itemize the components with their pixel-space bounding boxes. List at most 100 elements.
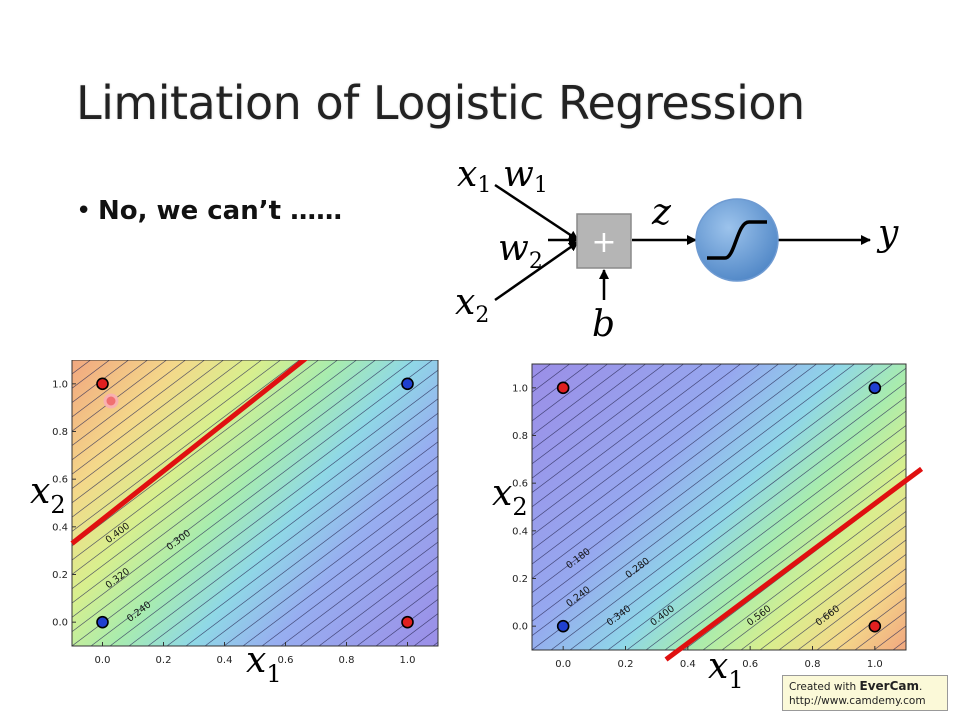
contour-plot-left: 0.0 0.2 0.4 0.6 0.8 1.00.00.20.40.60.81.0 0.4… [0,360,480,688]
contour-line [128,412,438,646]
contour-line [109,398,438,646]
contour-line [72,360,320,547]
contour-line [166,441,438,646]
data-point [96,377,109,391]
contour-line [204,469,438,646]
plot-right-ylabel: x2 [492,473,528,521]
contour-line [797,568,906,650]
decision-boundary [664,466,924,662]
evercam-watermark: Created with EverCam. http://www.camdemy… [782,675,948,711]
contour-line [532,364,856,608]
y-tick-label: 0.8 [52,427,68,438]
contour-line [532,364,894,637]
data-point [556,619,570,633]
label-x2: x2 [455,282,489,328]
x-tick-label: 0.8 [339,655,355,666]
x-tick-label: 0.2 [156,655,172,666]
contour-line [0,360,18,646]
contour-line [740,525,906,650]
contour-line [532,364,742,522]
contour-line [721,510,906,650]
label-b: b [592,304,615,345]
contour-line [532,364,780,551]
label-w1: w1 [503,154,548,198]
y-tick-label: 0.6 [512,479,528,490]
contour-line [532,364,723,508]
label-z: z [651,192,672,233]
contour-line [72,360,282,518]
x-tick-label: 0.4 [217,655,233,666]
contour-line [588,410,906,650]
bullet-text: No, we can’t …… [98,196,343,226]
y-tick-label: 0.2 [512,574,528,585]
bullet-dot: • [76,196,92,226]
contour-line [72,360,434,633]
contour-line [950,360,960,650]
contour-line [185,455,438,646]
contour-line [645,453,906,650]
contour-line [72,360,396,604]
y-tick-label: 0.4 [512,526,528,537]
y-tick-label: 0.0 [52,618,68,629]
label-w2: w2 [498,228,543,274]
contour-line [931,360,960,650]
data-point [868,381,882,395]
contour-line [318,555,438,646]
x-tick-label: 1.0 [867,659,883,670]
edge-x1-sum [494,183,579,242]
plot-right-xlabel: x1 [708,646,744,694]
watermark-suffix: . [919,681,923,693]
label-x1: x1 [457,154,491,198]
contour-line [532,364,875,622]
contour-line [702,496,906,650]
plot-right-background [532,364,906,650]
plot-left-xlabel: x1 [246,640,282,688]
contour-line [816,582,906,650]
contour-line [569,396,906,650]
contour-line [912,360,960,650]
sum-symbol: + [591,225,616,260]
x-tick-label: 0.2 [618,659,634,670]
contour-line [607,425,906,650]
label-y: y [876,213,899,254]
contour-line [532,364,685,479]
contour-line [72,360,244,489]
sum-node [576,213,632,269]
neuron-diagram: + x1 w1 w2 x2 z b y [455,154,899,345]
contour-line [356,584,438,646]
sigmoid-icon [707,220,767,260]
y-tick-label: 1.0 [52,379,68,390]
watermark-prefix: Created with [789,681,857,693]
data-point [868,619,882,633]
contour-line [532,364,837,594]
plot-left-frame [71,360,439,647]
data-point [401,377,414,391]
data-point [556,381,570,395]
contour-line [532,367,906,650]
contour-line [626,439,906,650]
plot-right-frame [531,363,907,651]
contour-line [72,360,415,618]
contour-line [759,539,906,650]
contour-line [532,364,761,536]
contour-line [72,369,438,646]
contour-line [532,364,799,565]
contour-line [90,384,438,646]
data-point [401,615,414,629]
contour-line [664,467,906,650]
contour-line [550,382,906,650]
contour-line [242,498,438,646]
y-tick-label: 0.6 [52,475,68,486]
contour-line [280,527,438,646]
contour-line [532,364,704,493]
y-tick-label: 1.0 [512,383,528,394]
edge-x2-sum [494,240,579,302]
contour-line [778,553,906,650]
x-tick-label: 0.8 [805,659,821,670]
contour-line [452,360,480,646]
contour-line [72,360,339,561]
contour-line [261,512,438,646]
x-tick-label: 0.0 [95,655,111,666]
x-tick-label: 1.0 [400,655,416,666]
contour-line [299,541,438,646]
